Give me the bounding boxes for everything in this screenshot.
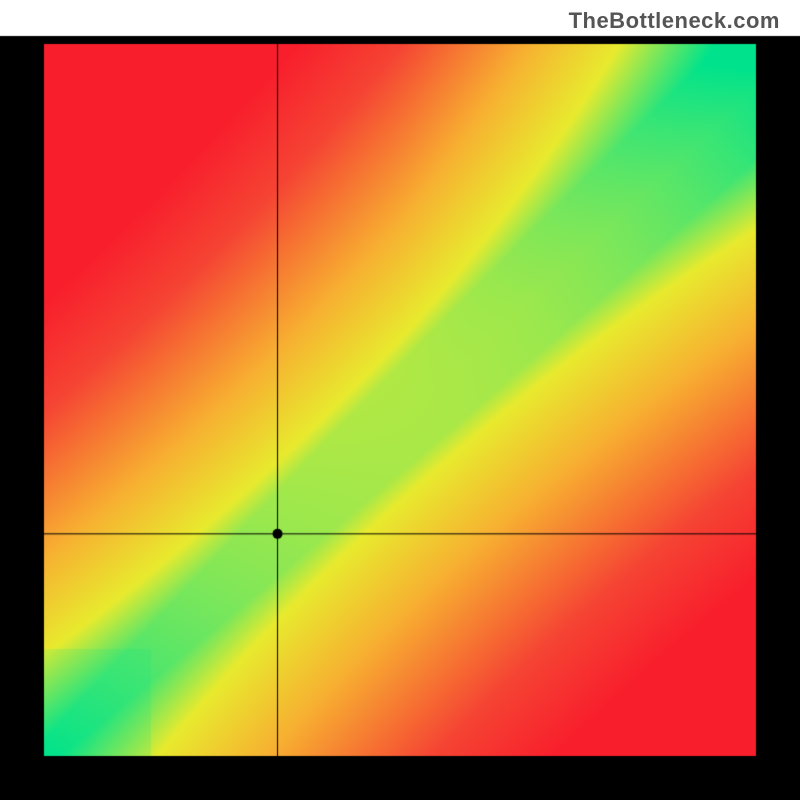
watermark-text: TheBottleneck.com (569, 8, 780, 34)
chart-container: TheBottleneck.com (0, 0, 800, 800)
heatmap-canvas (0, 0, 800, 800)
